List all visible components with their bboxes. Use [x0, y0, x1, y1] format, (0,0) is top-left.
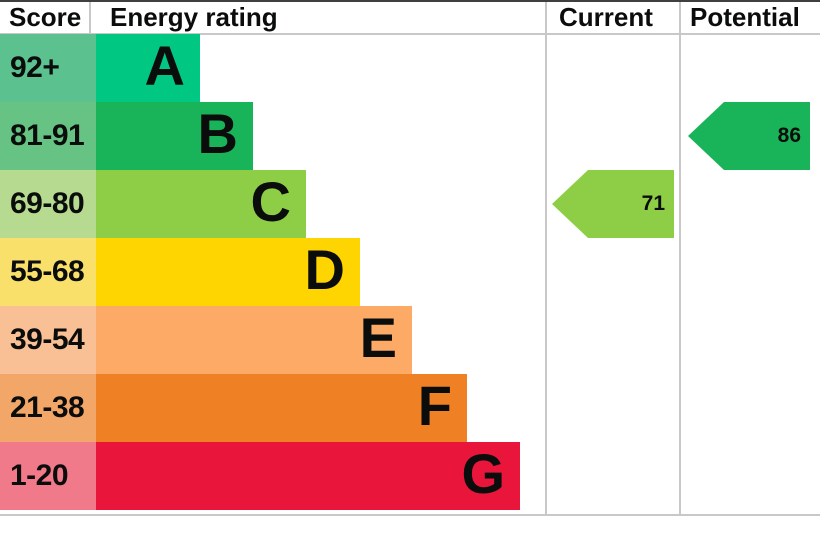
band-bar-f: F	[96, 374, 467, 442]
score-range-c: 69-80	[0, 170, 96, 238]
band-bar-b: B	[96, 102, 253, 170]
band-row-f: 21-38 F	[0, 374, 820, 442]
current-rating-value: 71	[641, 192, 665, 215]
score-range-a: 92+	[0, 34, 96, 102]
score-range-g: 1-20	[0, 442, 96, 510]
current-column-divider	[545, 2, 547, 514]
bottom-border	[0, 514, 820, 516]
score-column-divider	[89, 2, 91, 33]
band-letter-f: F	[417, 374, 452, 437]
score-range-b: 81-91	[0, 102, 96, 170]
band-bar-e: E	[96, 306, 412, 374]
header-underline	[0, 33, 820, 35]
band-letter-g: G	[461, 442, 505, 505]
score-range-f: 21-38	[0, 374, 96, 442]
band-row-d: 55-68 D	[0, 238, 820, 306]
band-bar-a: A	[96, 34, 200, 102]
band-bar-c: C	[96, 170, 306, 238]
band-row-c: 69-80 C	[0, 170, 820, 238]
band-letter-e: E	[359, 306, 397, 369]
column-header-energy-rating: Energy rating	[110, 2, 278, 32]
top-border	[0, 0, 820, 2]
column-header-current: Current	[559, 2, 653, 32]
band-row-a: 92+ A	[0, 34, 820, 102]
column-header-potential: Potential	[690, 2, 800, 32]
score-range-d: 55-68	[0, 238, 96, 306]
column-header-score: Score	[9, 2, 82, 32]
band-row-g: 1-20 G	[0, 442, 820, 510]
band-bar-d: D	[96, 238, 360, 306]
band-letter-c: C	[250, 170, 291, 233]
band-row-b: 81-91 B	[0, 102, 820, 170]
band-bar-g: G	[96, 442, 520, 510]
band-letter-d: D	[304, 238, 345, 301]
band-letter-a: A	[144, 34, 185, 97]
band-letter-b: B	[197, 102, 238, 165]
band-row-e: 39-54 E	[0, 306, 820, 374]
score-range-e: 39-54	[0, 306, 96, 374]
potential-rating-value: 86	[777, 124, 801, 147]
potential-column-divider	[679, 2, 681, 514]
